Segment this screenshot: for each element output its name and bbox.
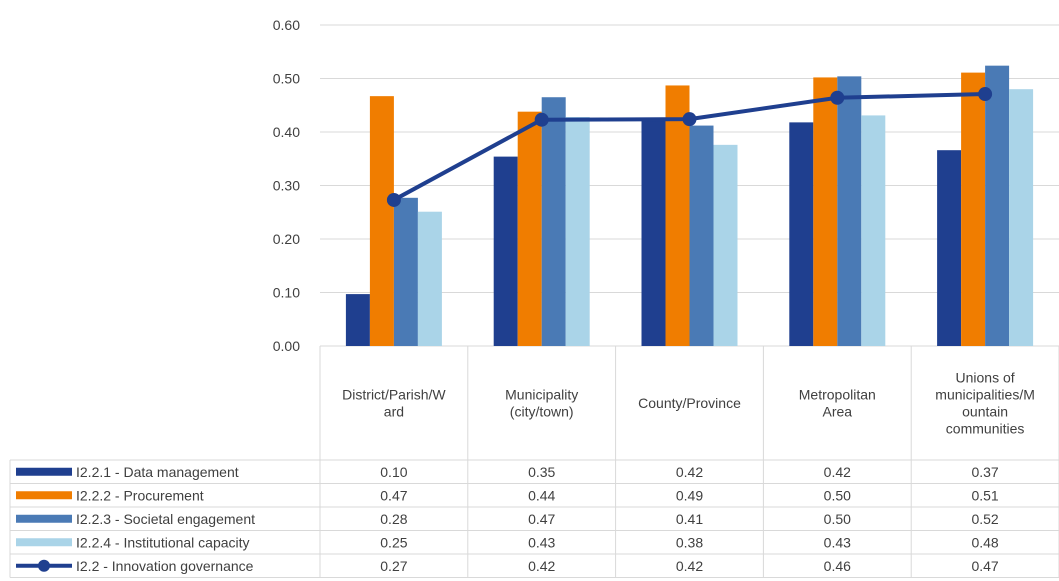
bar-series-3 [689, 125, 714, 346]
data-label: 0.48 [971, 534, 998, 550]
data-label: 0.38 [676, 534, 703, 550]
bar-series-2 [813, 77, 838, 347]
bar-series-4 [565, 117, 590, 347]
data-label: 0.41 [676, 511, 703, 527]
y-tick-label: 0.60 [273, 17, 300, 33]
y-tick-label: 0.50 [273, 71, 300, 87]
bar-series-1 [789, 122, 814, 347]
data-label: 0.27 [380, 558, 407, 574]
data-label: 0.25 [380, 534, 407, 550]
data-label: 0.47 [380, 487, 407, 503]
y-tick-label: 0.30 [273, 178, 300, 194]
line-point [682, 112, 697, 127]
y-tick-label: 0.00 [273, 338, 300, 354]
legend-key-3 [16, 514, 72, 523]
data-label: 0.46 [824, 558, 851, 574]
data-label: 0.42 [824, 464, 851, 480]
data-label: 0.50 [824, 487, 851, 503]
data-label: 0.42 [528, 558, 555, 574]
line-point [534, 112, 549, 127]
bar-series-1 [641, 118, 666, 346]
category-label: Metropolitan [799, 387, 876, 403]
data-label: 0.43 [824, 534, 851, 550]
bar-series-2 [517, 111, 542, 346]
y-tick-label: 0.20 [273, 231, 300, 247]
category-label: Area [823, 404, 853, 420]
bar-series-3 [837, 76, 862, 347]
y-tick-label: 0.40 [273, 124, 300, 140]
bar-series-2 [665, 85, 690, 346]
category-label: District/Parish/W [342, 387, 446, 403]
category-label: Municipality [505, 387, 578, 403]
data-label: 0.51 [971, 487, 998, 503]
bar-series-1 [493, 156, 518, 346]
line-point [830, 90, 845, 105]
data-label: 0.28 [380, 511, 407, 527]
category-label: municipalities/M [935, 387, 1035, 403]
line-point [978, 87, 993, 102]
data-label: 0.47 [971, 558, 998, 574]
data-label: 0.47 [528, 511, 555, 527]
bar-series-3 [541, 97, 566, 346]
legend-label: I2.2.4 - Institutional capacity [76, 534, 250, 550]
legend-key-1 [16, 467, 72, 476]
bar-series-4 [861, 115, 886, 346]
data-label: 0.35 [528, 464, 555, 480]
category-label: (city/town) [510, 404, 574, 420]
legend-label: I2.2 - Innovation governance [76, 558, 254, 574]
legend-label: I2.2.2 - Procurement [76, 487, 204, 503]
category-label: ard [384, 404, 404, 420]
category-label: County/Province [638, 395, 741, 411]
bar-series-1 [345, 294, 370, 346]
data-label: 0.10 [380, 464, 407, 480]
data-label: 0.44 [528, 487, 555, 503]
legend-key-marker [38, 559, 50, 572]
legend-label: I2.2.3 - Societal engagement [76, 511, 255, 527]
bar-series-4 [1009, 89, 1034, 346]
data-label: 0.50 [824, 511, 851, 527]
data-label: 0.43 [528, 534, 555, 550]
bar-series-1 [937, 150, 962, 346]
bar-series-2 [369, 96, 394, 346]
data-label: 0.42 [676, 464, 703, 480]
bar-series-2 [961, 72, 986, 347]
legend-key-4 [16, 538, 72, 547]
bar-series-4 [713, 144, 738, 346]
y-tick-label: 0.10 [273, 285, 300, 301]
legend-label: I2.2.1 - Data management [76, 464, 239, 480]
data-label: 0.42 [676, 558, 703, 574]
data-label: 0.52 [971, 511, 998, 527]
category-label: Unions of [956, 370, 1015, 386]
bar-series-3 [985, 65, 1010, 346]
data-label: 0.49 [676, 487, 703, 503]
line-point [386, 192, 401, 207]
data-label: 0.37 [971, 464, 998, 480]
bar-series-4 [417, 211, 442, 346]
category-label: communities [946, 421, 1025, 437]
bar-series-3 [393, 197, 418, 346]
legend-key-2 [16, 491, 72, 500]
category-label: ountain [962, 404, 1008, 420]
